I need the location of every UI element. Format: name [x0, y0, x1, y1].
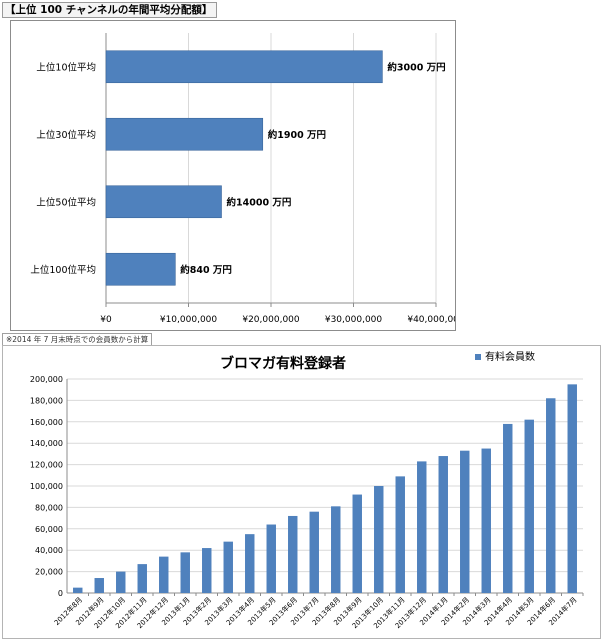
- y-tick-label: 80,000: [35, 503, 63, 512]
- x-tick-label: ¥30,000,000: [325, 315, 383, 325]
- bar: [105, 117, 264, 151]
- bar: [116, 571, 126, 593]
- y-tick-label: 60,000: [35, 525, 63, 534]
- bar: [417, 461, 427, 593]
- category-label: 上位30位平均: [36, 129, 96, 141]
- x-tick-label: ¥40,000,000: [407, 315, 455, 325]
- bar: [309, 511, 319, 593]
- bar: [524, 419, 534, 593]
- bar: [288, 515, 298, 593]
- data-label: 約1900 万円: [268, 129, 326, 141]
- data-label: 約3000 万円: [387, 61, 445, 73]
- y-tick-label: 20,000: [35, 568, 63, 577]
- y-tick-label: 160,000: [30, 418, 63, 427]
- bar: [137, 564, 147, 593]
- y-tick-label: 40,000: [35, 546, 63, 555]
- x-tick-label: ¥0: [100, 315, 112, 325]
- bar: [94, 578, 104, 593]
- bar: [202, 548, 212, 593]
- data-label: 約14000 万円: [227, 196, 292, 208]
- average-distribution-chart: ¥0 ¥10,000,000 ¥20,000,000 ¥30,000,000 ¥40,0…: [10, 20, 456, 331]
- y-tick-label: 0: [58, 589, 63, 598]
- bar: [105, 252, 176, 286]
- bar: [546, 398, 556, 593]
- y-tick-label: 140,000: [30, 439, 63, 448]
- category-label: 上位100位平均: [30, 264, 96, 276]
- average-distribution-chart-svg: ¥0 ¥10,000,000 ¥20,000,000 ¥30,000,000 ¥40,0…: [30, 33, 455, 325]
- category-label: 上位10位平均: [36, 61, 96, 73]
- data-label: 約840 万円: [180, 264, 232, 276]
- bar: [395, 476, 405, 593]
- bar: [567, 384, 577, 593]
- bar: [223, 541, 233, 593]
- chart-title: ブロマガ有料登録者: [220, 355, 346, 372]
- chart1-heading: 【上位 100 チャンネルの年間平均分配額】: [2, 2, 218, 18]
- bar: [460, 450, 470, 593]
- bar: [481, 448, 491, 593]
- x-tick-label: ¥10,000,000: [160, 315, 218, 325]
- bar: [503, 423, 513, 593]
- y-tick-label: 200,000: [30, 375, 63, 384]
- paid-subscribers-chart: ブロマガ有料登録者 有料会員数 0 20,000 40,000 60,000 80,000 1…: [2, 345, 601, 639]
- x-tick-label: ¥20,000,000: [242, 315, 300, 325]
- bar: [159, 556, 169, 593]
- bar: [331, 506, 341, 593]
- bar: [374, 486, 384, 593]
- bar: [180, 552, 190, 593]
- y-tick-label: 100,000: [30, 482, 63, 491]
- legend-label: 有料会員数: [485, 350, 535, 363]
- bar: [266, 524, 276, 593]
- paid-subscribers-chart-svg: ブロマガ有料登録者 有料会員数 0 20,000 40,000 60,000 80,000 1…: [30, 350, 584, 630]
- legend-swatch: [475, 354, 481, 360]
- bar: [105, 50, 383, 84]
- y-tick-label: 180,000: [30, 396, 63, 405]
- bar: [105, 185, 222, 219]
- bar: [352, 494, 362, 593]
- bar: [73, 587, 83, 593]
- bar: [245, 534, 255, 593]
- bar: [438, 456, 448, 593]
- category-label: 上位50位平均: [36, 196, 96, 208]
- y-tick-label: 120,000: [30, 461, 63, 470]
